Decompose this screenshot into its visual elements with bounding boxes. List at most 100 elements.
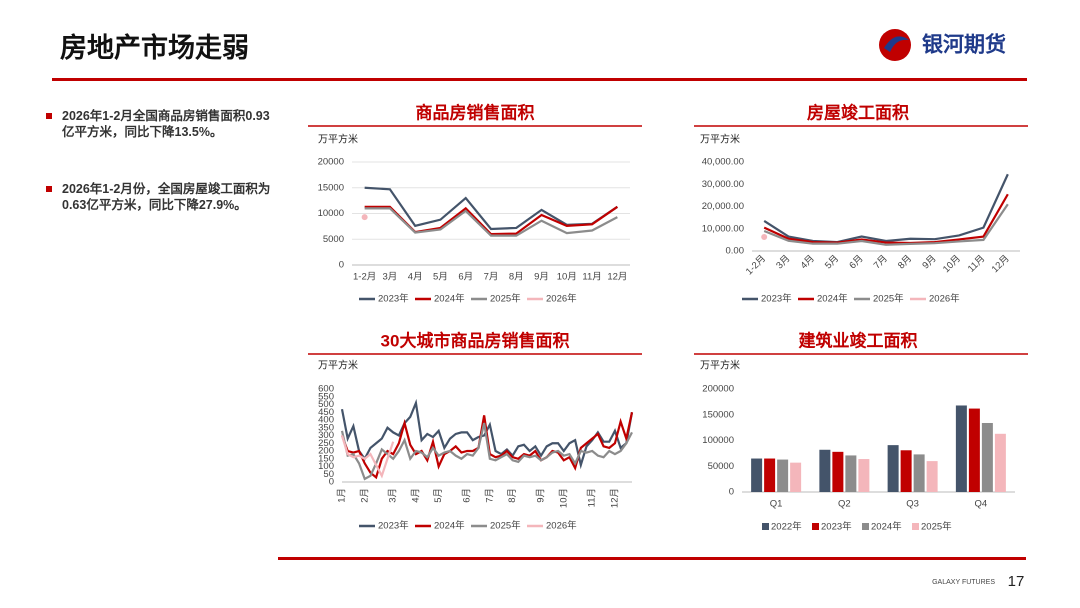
legend-label: 2024年: [434, 293, 465, 305]
legend-label: 2023年: [821, 521, 852, 533]
x-tick-label: 3月: [383, 272, 398, 283]
legend-label: 2023年: [378, 293, 409, 305]
y-tick-label: 200: [318, 446, 334, 457]
footer-brand: GALAXY FUTURES: [932, 579, 995, 586]
x-tick-label: 6月: [847, 253, 865, 271]
y-tick-label: 20,000.00: [702, 201, 744, 212]
x-tick-label: 7月: [484, 272, 499, 283]
x-tick-label: 10月: [557, 272, 577, 283]
y-axis-unit: 万平方米: [700, 359, 740, 372]
y-tick-label: 250: [318, 438, 334, 449]
bar: [887, 445, 899, 492]
x-tick-label: 6月: [458, 272, 473, 283]
y-tick-label: 40,000.00: [702, 157, 744, 168]
bar: [819, 449, 831, 492]
legend-label: 2023年: [378, 520, 409, 532]
y-tick-label: 10000: [318, 208, 344, 219]
bar: [926, 461, 938, 492]
y-tick-label: 300: [318, 430, 334, 441]
legend-label: 2023年: [761, 293, 792, 305]
bar: [832, 451, 844, 492]
bar: [955, 405, 967, 492]
chart-title: 房屋竣工面积: [807, 102, 909, 122]
x-tick-label: 7月: [872, 253, 890, 271]
x-tick-label: 5月: [433, 488, 444, 503]
bullet: 2026年1-2月全国商品房销售面积0.93亿平方米，同比下降13.5%。: [46, 108, 274, 140]
legend-label: 2024年: [434, 520, 465, 532]
y-tick-label: 0: [729, 487, 734, 498]
y-tick-label: 20000: [318, 157, 344, 168]
slide-title: 房地产市场走弱: [60, 32, 249, 63]
header-rule: [52, 78, 1027, 81]
x-tick-label: Q1: [770, 499, 783, 510]
y-axis-unit: 万平方米: [318, 133, 358, 146]
x-tick-label: 3月: [388, 488, 399, 503]
bar: [790, 462, 802, 492]
logo-icon: [879, 29, 911, 61]
line: [340, 422, 633, 481]
y-tick-label: 100: [318, 461, 334, 472]
footer-rule: [278, 557, 1026, 560]
chart-title: 商品房销售面积: [416, 102, 535, 122]
legend-swatch: [912, 523, 919, 530]
y-tick-label: 30,000.00: [702, 179, 744, 190]
bar: [900, 450, 912, 492]
legend-label: 2024年: [817, 293, 848, 305]
x-tick-label: 12月: [607, 272, 627, 283]
bar: [777, 459, 789, 492]
line-point: [361, 214, 368, 221]
legend-label: 2025年: [921, 521, 952, 533]
y-tick-label: 100000: [702, 435, 734, 446]
x-tick-label: 4月: [408, 272, 423, 283]
logo-swoosh: [884, 36, 909, 52]
bar: [968, 408, 980, 492]
page-number: 17: [1008, 573, 1025, 590]
y-tick-label: 400: [318, 415, 334, 426]
bar: [913, 454, 925, 492]
y-tick-label: 50: [323, 469, 334, 480]
bar: [994, 433, 1006, 492]
line: [763, 203, 1009, 246]
legend-label: 2026年: [929, 293, 960, 305]
x-tick-label: 1-2月: [353, 272, 376, 283]
legend-label: 2022年: [771, 521, 802, 533]
legend-label: 2025年: [490, 293, 521, 305]
y-tick-label: 0: [339, 260, 344, 271]
x-tick-label: 11月: [587, 488, 598, 507]
x-tick-label: 8月: [509, 272, 524, 283]
x-tick-label: 3月: [774, 253, 792, 271]
line: [763, 173, 1009, 244]
x-tick-label: 1月: [337, 488, 348, 503]
x-tick-label: 10月: [941, 253, 963, 275]
x-tick-label: 9月: [920, 253, 938, 271]
y-tick-label: 15000: [318, 182, 344, 193]
y-tick-label: 350: [318, 422, 334, 433]
line: [364, 186, 618, 231]
x-tick-label: 11月: [966, 253, 987, 274]
line-point: [761, 233, 768, 240]
x-tick-label: 12月: [990, 253, 1012, 275]
x-tick-label: 9月: [536, 488, 547, 503]
bar: [751, 458, 763, 492]
y-tick-label: 10,000.00: [702, 223, 744, 234]
x-tick-label: 1-2月: [744, 253, 768, 277]
x-tick-label: 4月: [410, 488, 421, 503]
legend-swatch: [762, 523, 769, 530]
chart-title: 30大城市商品房销售面积: [381, 330, 570, 350]
y-axis-unit: 万平方米: [318, 359, 358, 372]
legend-label: 2025年: [873, 293, 904, 305]
x-tick-label: 10月: [558, 488, 569, 508]
legend-label: 2026年: [546, 293, 577, 305]
y-tick-label: 200000: [702, 384, 734, 395]
y-tick-label: 550: [318, 391, 334, 402]
legend-label: 2026年: [546, 520, 577, 532]
x-tick-label: 6月: [462, 488, 473, 503]
bar: [764, 458, 776, 492]
x-tick-label: 9月: [534, 272, 549, 283]
logo-text: 银河期货: [922, 33, 1006, 57]
x-tick-label: Q4: [975, 499, 988, 510]
bar: [981, 422, 993, 492]
x-tick-label: 5月: [823, 253, 841, 271]
